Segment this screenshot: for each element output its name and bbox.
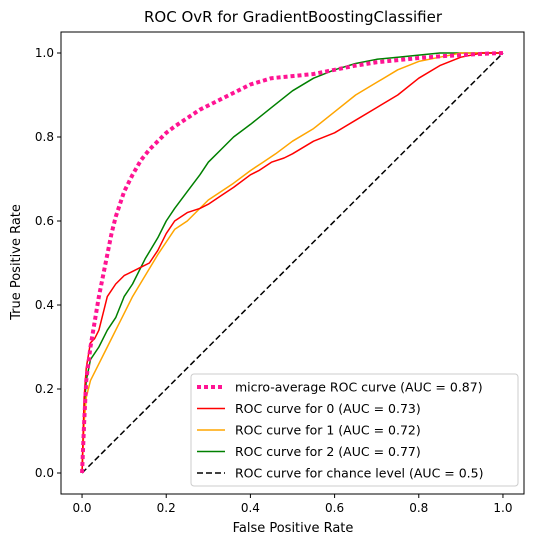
x-tick-label: 0.4	[241, 501, 260, 515]
x-tick-label: 0.6	[325, 501, 344, 515]
legend-box	[190, 373, 519, 487]
y-tick-label: 0.0	[35, 466, 54, 480]
series-line-3	[81, 52, 503, 474]
y-tick-label: 0.4	[35, 298, 54, 312]
axes: 0.0 0.2 0.4 0.6 0.8 1.0 0.0 0.2 0.4 0.6 0.8 1.0	[35, 31, 525, 515]
legend-label-0: micro-average ROC curve (AUC = 0.87)	[235, 380, 483, 395]
legend-label-1: ROC curve for 0 (AUC = 0.73)	[235, 401, 421, 416]
series-line-2	[81, 52, 503, 474]
legend-label-4: ROC curve for chance level (AUC = 0.5)	[235, 466, 483, 481]
plot-frame	[60, 31, 525, 495]
legend-label-2: ROC curve for 1 (AUC = 0.72)	[235, 423, 421, 438]
y-axis-title: True Positive Rate	[9, 204, 24, 321]
legend-label-3: ROC curve for 2 (AUC = 0.77)	[235, 444, 421, 459]
x-tick-label: 1.0	[493, 501, 512, 515]
x-axis-title: False Positive Rate	[233, 521, 354, 536]
y-tick-label: 1.0	[35, 46, 54, 60]
x-tick-label: 0.8	[409, 501, 428, 515]
chart-title: ROC OvR for GradientBoostingClassifier	[144, 8, 443, 26]
legend: micro-average ROC curve (AUC = 0.87) ROC …	[190, 373, 519, 487]
x-tick-label: 0.2	[157, 501, 176, 515]
y-tick-label: 0.2	[35, 382, 54, 396]
y-tick-label: 0.8	[35, 130, 54, 144]
x-tick-label: 0.0	[72, 501, 91, 515]
plot-area	[80, 51, 504, 474]
series-line-0	[80, 51, 504, 474]
series-line-1	[81, 52, 503, 474]
series-line-4	[81, 52, 504, 474]
y-tick-label: 0.6	[35, 214, 54, 228]
